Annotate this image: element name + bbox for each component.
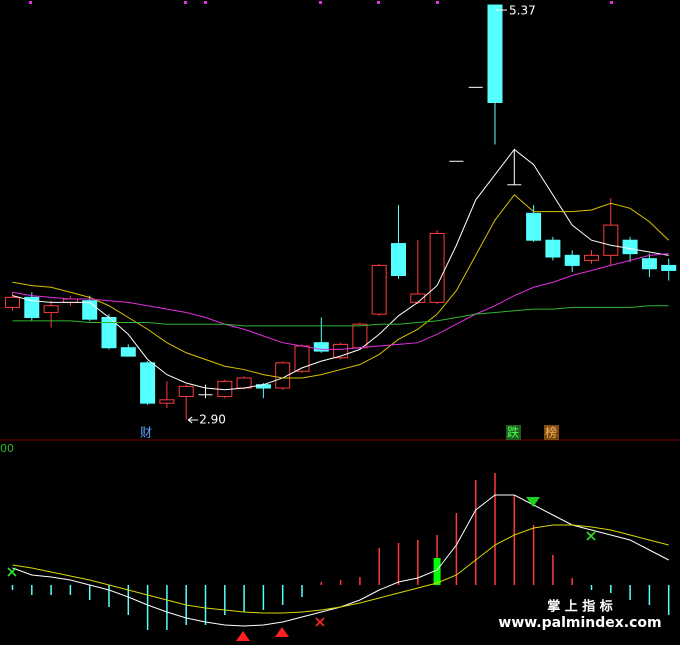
- indicator-line: [12, 148, 669, 391]
- candle-body: [82, 300, 98, 320]
- candle-body: [236, 377, 252, 389]
- candle-body: [487, 4, 503, 103]
- event-label-bg: [544, 425, 559, 440]
- event-label-bg: [506, 425, 521, 440]
- candle-body: [584, 254, 599, 261]
- candle-body: [24, 296, 40, 318]
- low-arrow: [187, 416, 199, 424]
- candle-body: [641, 258, 657, 270]
- candle-body: [178, 385, 194, 397]
- top-dots: [29, 1, 613, 4]
- candle-body: [120, 347, 136, 357]
- event-label: 榜: [545, 425, 557, 440]
- candle-body: [313, 342, 329, 352]
- indicator-line: [12, 305, 669, 327]
- candle-body: [661, 264, 677, 271]
- candle-body: [140, 362, 156, 404]
- high-label: 5.37: [509, 4, 536, 18]
- candle-body: [603, 224, 619, 256]
- macd-title: 00: [0, 442, 14, 455]
- macd-highlight-bar: [433, 558, 441, 585]
- candle-body: [622, 239, 638, 255]
- candle-body: [564, 254, 580, 266]
- low-label: 2.90: [199, 412, 226, 426]
- candle-body: [371, 264, 387, 315]
- candle-body: [352, 323, 368, 349]
- macd-pane: [11, 473, 670, 630]
- indicator-line: [12, 524, 669, 614]
- candle-body: [429, 232, 445, 303]
- candle-body: [526, 212, 542, 241]
- event-label: 跌: [507, 425, 519, 440]
- price-pane: 5.37 2.90: [5, 4, 677, 426]
- indicator-line: [12, 194, 670, 379]
- event-label: 财: [140, 426, 152, 440]
- candle-body: [43, 305, 59, 313]
- signals: [7, 497, 596, 641]
- watermark-url: www.palmindex.com: [498, 615, 661, 631]
- candle-body: [159, 399, 175, 404]
- indicator-line: [12, 253, 669, 350]
- watermark-title: 掌 上 指 标: [547, 599, 613, 615]
- candle-body: [545, 239, 561, 258]
- candle-body: [5, 296, 20, 308]
- candle-body: [275, 362, 291, 389]
- candle-body: [62, 298, 78, 303]
- candle-body: [391, 243, 406, 276]
